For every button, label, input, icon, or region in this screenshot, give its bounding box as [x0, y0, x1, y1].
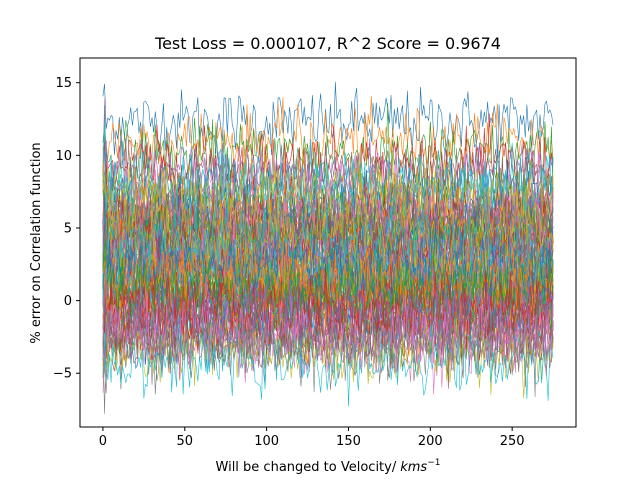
- series-line-60: [102, 310, 554, 407]
- y-tick-label: 15: [55, 76, 72, 91]
- x-axis-label-exponent: −1: [427, 458, 440, 468]
- y-tick-label: 5: [64, 221, 72, 236]
- y-tick-label: −5: [53, 367, 72, 382]
- y-tick-label: 0: [64, 294, 72, 309]
- x-axis-label-text: Will be changed to Velocity/: [216, 460, 397, 475]
- x-tick-label: 200: [418, 434, 443, 449]
- series-line-90: [102, 121, 554, 232]
- x-tick-label: 150: [336, 434, 361, 449]
- x-tick-label: 250: [500, 434, 525, 449]
- chart-title: Test Loss = 0.000107, R^2 Score = 0.9674: [154, 34, 501, 53]
- series-line-3: [102, 102, 554, 198]
- series-layer: [102, 81, 554, 414]
- y-axis: −5 0 5 10 15: [53, 76, 80, 382]
- series-line-48: [102, 266, 554, 353]
- x-tick-label: 50: [176, 434, 193, 449]
- series-line-87: [102, 267, 554, 388]
- series-line-88: [102, 297, 554, 414]
- series-line-82: [102, 237, 554, 318]
- x-axis-label-unit: kms: [400, 460, 427, 475]
- y-axis-label: % error on Correlation function: [29, 142, 44, 343]
- series-line-81: [102, 192, 554, 313]
- series-line-85: [102, 278, 554, 364]
- series-line-80: [102, 175, 554, 303]
- x-tick-label: 100: [254, 434, 279, 449]
- y-tick-label: 10: [55, 149, 72, 164]
- plot-frame: [79, 57, 577, 428]
- series-line-1: [102, 81, 554, 165]
- series-line-61: [102, 152, 554, 273]
- series-line-89: [102, 149, 554, 237]
- x-axis-label: Will be changed to Velocity/kms−1: [216, 458, 441, 475]
- x-tick-label: 0: [99, 434, 107, 449]
- x-axis: 0 50 100 150 200 250: [99, 427, 525, 449]
